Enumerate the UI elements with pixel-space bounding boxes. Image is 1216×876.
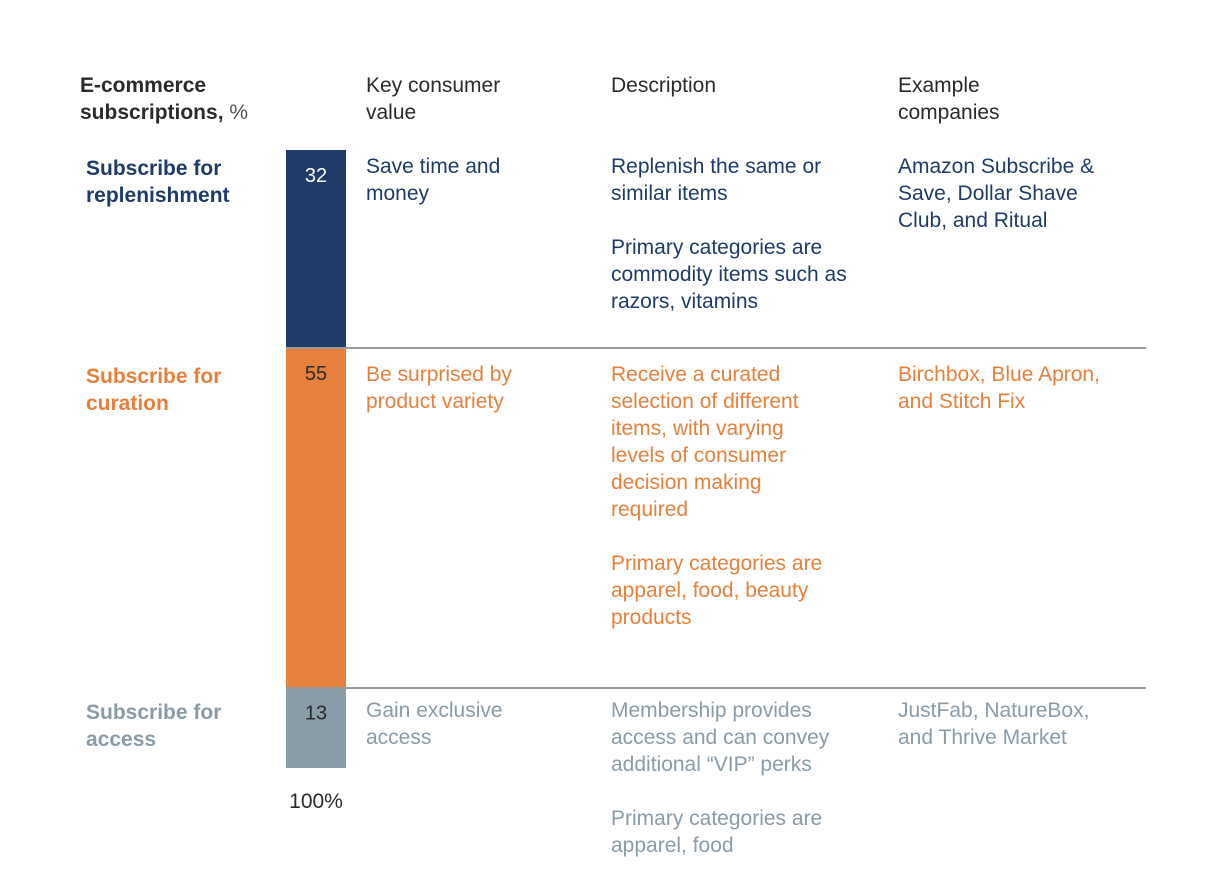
bar-value-label-access: 13	[305, 703, 327, 725]
header-description: Description	[611, 74, 717, 97]
header-segment: E-commerce subscriptions, %	[80, 72, 280, 126]
total-label: 100%	[289, 790, 343, 813]
description-access-main: Membership provides access and can conve…	[611, 699, 830, 776]
description-curation: Receive a curated selection of different…	[611, 361, 836, 631]
examples-access: JustFab, NatureBox, and Thrive Market	[898, 699, 1090, 749]
examples-curation: Birchbox, Blue Apron, and Stitch Fix	[898, 363, 1100, 413]
description-access-categories: Primary categories are apparel, food	[611, 807, 823, 857]
key-value-replenishment: Save time and money	[366, 155, 501, 205]
segment-label-replenishment: Subscribe for replenishment	[86, 157, 230, 207]
header-examples: Example companies	[898, 74, 1000, 124]
description-replenishment-categories: Primary categories are commodity items s…	[611, 236, 847, 313]
header-segment-title: E-commerce subscriptions,	[80, 74, 224, 124]
key-value-curation: Be surprised by product variety	[366, 363, 512, 413]
examples-replenishment: Amazon Subscribe & Save, Dollar Shave Cl…	[898, 155, 1095, 232]
header-segment-unit: %	[229, 101, 249, 124]
description-replenishment: Replenish the same or similar items Prim…	[611, 153, 861, 315]
bar-value-label-replenishment: 32	[305, 165, 327, 187]
bar-value-label-curation: 55	[305, 363, 327, 385]
description-replenishment-main: Replenish the same or similar items	[611, 155, 822, 205]
bar-segment-access	[286, 687, 346, 768]
description-curation-categories: Primary categories are apparel, food, be…	[611, 552, 823, 629]
segment-label-curation: Subscribe for curation	[86, 365, 222, 415]
key-value-access: Gain exclusive access	[366, 699, 503, 749]
bar-segment-replenishment	[286, 150, 346, 348]
description-curation-main: Receive a curated selection of different…	[611, 363, 799, 521]
header-key-value: Key consumer value	[366, 74, 501, 124]
row-divider	[286, 687, 1146, 689]
bar-segment-curation	[286, 347, 346, 688]
description-access: Membership provides access and can conve…	[611, 697, 861, 859]
segment-label-access: Subscribe for access	[86, 701, 222, 751]
row-divider	[286, 347, 1146, 349]
